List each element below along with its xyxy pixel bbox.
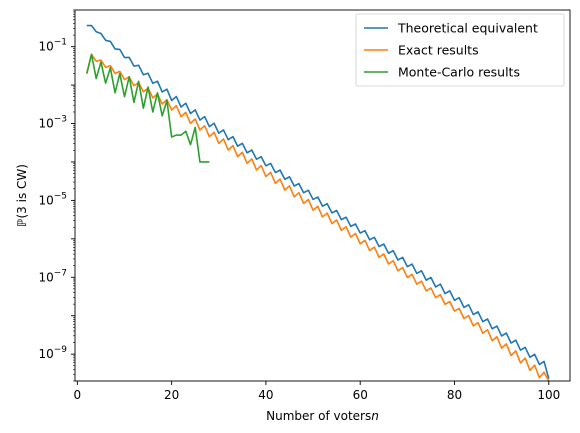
y-tick-label: 10−9 <box>38 345 67 361</box>
series-line-3 <box>86 53 210 163</box>
legend-box <box>355 13 565 87</box>
plot-frame <box>74 9 571 382</box>
series-line-1 <box>86 24 550 379</box>
y-tick-label: 10−7 <box>38 268 67 284</box>
series-line-2 <box>86 53 550 382</box>
x-axis-label-text: Number of voters <box>266 409 371 423</box>
x-tick-label: 40 <box>258 388 273 402</box>
y-axis: 10−9 10−7 10−5 10−3 10−1 <box>38 9 75 382</box>
legend-label-3: Monte-Carlo results <box>398 65 520 80</box>
x-tick-label: 100 <box>537 388 560 402</box>
legend: Theoretical equivalent Exact results Monte… <box>355 13 565 87</box>
y-tick-label: 10−3 <box>38 115 67 131</box>
x-tick-label: 60 <box>353 388 368 402</box>
legend-label-2: Exact results <box>398 43 479 58</box>
y-axis-label: ℙ(3 is CW) <box>15 164 29 227</box>
legend-label-1: Theoretical equivalent <box>397 21 538 36</box>
y-tick-label: 10−5 <box>38 191 67 207</box>
x-tick-label: 20 <box>164 388 179 402</box>
x-tick-label: 0 <box>74 388 82 402</box>
series-layer <box>86 24 550 382</box>
x-axis-label-var: n <box>371 409 379 423</box>
x-tick-label: 80 <box>447 388 462 402</box>
x-axis-label: Number of votersn <box>266 409 379 423</box>
y-tick-label: 10−1 <box>38 38 67 54</box>
x-axis: 0 20 40 60 80 100 <box>74 381 560 402</box>
